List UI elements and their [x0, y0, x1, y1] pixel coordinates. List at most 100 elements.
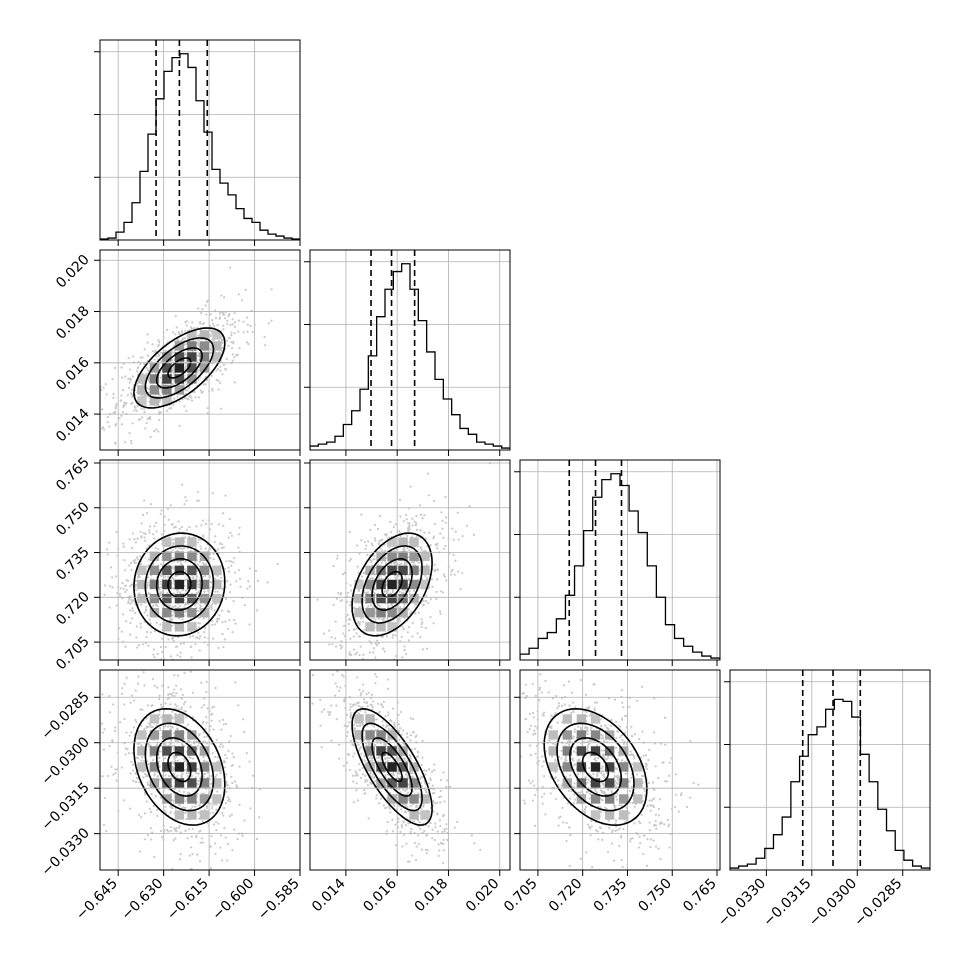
sample-point	[131, 751, 134, 755]
sample-point	[161, 836, 164, 839]
sample-point	[201, 722, 204, 725]
sample-point	[148, 525, 152, 528]
sample-point	[311, 702, 314, 705]
sample-point	[146, 354, 150, 357]
sample-point	[223, 567, 226, 570]
density-cell	[174, 730, 185, 740]
sample-point	[133, 561, 136, 565]
sample-point	[229, 583, 232, 586]
sample-point	[161, 590, 164, 593]
sample-point	[387, 727, 390, 730]
sample-point	[164, 575, 167, 578]
sample-point	[175, 692, 178, 695]
sample-point	[123, 559, 126, 562]
sample-point	[418, 569, 421, 572]
sample-point	[435, 590, 438, 593]
sample-point	[178, 804, 181, 807]
sample-point	[181, 331, 184, 334]
sample-point	[363, 540, 367, 544]
sample-point	[354, 770, 357, 773]
sample-point	[427, 494, 430, 497]
sample-point	[199, 829, 202, 832]
sample-point	[395, 577, 398, 580]
sample-point	[336, 554, 339, 557]
sample-point	[202, 704, 206, 707]
sample-point	[379, 547, 382, 550]
sample-point	[344, 769, 348, 772]
density-cell	[354, 593, 364, 604]
sample-point	[207, 519, 210, 522]
sample-point	[122, 542, 125, 545]
sample-point	[461, 535, 464, 538]
density-cell	[387, 537, 397, 547]
sample-point	[304, 615, 306, 617]
sample-point	[156, 345, 160, 348]
sample-point	[369, 589, 372, 592]
sample-point	[372, 725, 376, 728]
sample-point	[369, 772, 372, 775]
sample-point	[204, 563, 207, 566]
sample-point	[80, 662, 82, 664]
sample-point	[228, 591, 232, 594]
sample-point	[459, 588, 462, 591]
sample-point	[131, 609, 134, 612]
sample-point	[397, 817, 400, 820]
sample-point	[184, 700, 187, 703]
x-tick-label: −0.600	[209, 876, 257, 924]
sample-point	[159, 623, 162, 626]
sample-point	[203, 631, 206, 634]
sample-point	[87, 684, 89, 686]
density-cell	[162, 385, 172, 395]
sample-point	[450, 573, 453, 576]
sample-point	[135, 588, 138, 591]
sample-point	[223, 827, 226, 830]
sample-point	[225, 757, 228, 760]
sample-point	[172, 636, 175, 640]
sample-point	[454, 900, 456, 902]
sample-point	[352, 744, 355, 747]
sample-point	[270, 319, 273, 322]
sample-point	[381, 538, 384, 541]
sample-point	[205, 313, 208, 316]
sample-point	[267, 322, 270, 325]
sample-point	[393, 721, 396, 724]
sample-point	[197, 772, 200, 775]
sample-point	[242, 320, 245, 323]
sample-point	[147, 745, 151, 748]
sample-point	[389, 811, 392, 814]
sample-point	[197, 585, 200, 589]
sample-point	[112, 411, 115, 415]
sample-point	[177, 617, 181, 620]
sample-point	[222, 580, 225, 583]
density-cell	[420, 794, 430, 804]
sample-point	[215, 808, 218, 811]
sample-point	[366, 553, 369, 556]
sample-point	[138, 575, 141, 578]
sample-point	[217, 379, 220, 382]
sample-point	[410, 854, 413, 857]
density-cell	[376, 762, 386, 772]
sample-point	[182, 703, 186, 706]
sample-point	[156, 814, 159, 818]
sample-point	[121, 687, 124, 690]
density-cell	[187, 608, 197, 618]
density-cell	[149, 396, 160, 406]
sample-point	[199, 538, 202, 542]
sample-point	[358, 654, 361, 657]
sample-point	[432, 810, 435, 813]
density-cell	[162, 622, 172, 632]
sample-point	[199, 320, 202, 324]
sample-point	[222, 546, 225, 549]
sample-point	[404, 803, 407, 806]
sample-point	[380, 703, 383, 706]
sample-point	[154, 603, 158, 606]
density-cell	[162, 579, 172, 590]
density-cell	[376, 551, 386, 561]
y-tick-label: 0.018	[53, 303, 93, 343]
sample-point	[244, 288, 247, 291]
sample-point	[352, 635, 355, 638]
sample-point	[143, 838, 146, 841]
sample-point	[180, 708, 183, 711]
sample-point	[230, 775, 233, 779]
sample-point	[203, 626, 207, 629]
